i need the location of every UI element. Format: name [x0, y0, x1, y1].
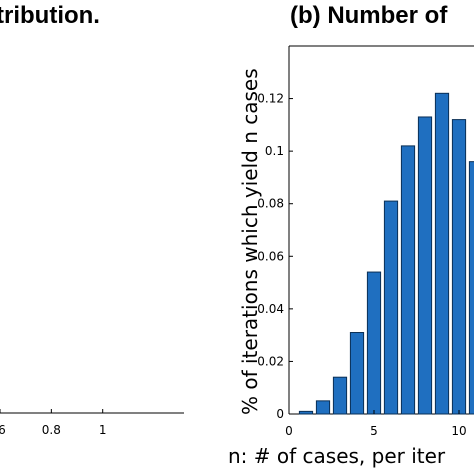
- bar: [434, 92, 450, 415]
- y-tick-label: 0.04: [257, 302, 284, 316]
- right-panel-title: (b) Number of: [290, 2, 448, 29]
- bar: [366, 271, 382, 415]
- right-chart: 0 0.02 0.04 0.06 0.08 0.1 0.12 0 5 10: [257, 45, 474, 438]
- left-x-tick-label: 0.8: [42, 423, 61, 437]
- bar: [349, 332, 365, 415]
- y-tick-label: 0.02: [257, 354, 284, 368]
- left-panel-title: tribution.: [0, 2, 100, 29]
- bar: [451, 119, 467, 415]
- x-tick-label: 5: [370, 424, 378, 438]
- y-axis-label: % of iterations which yield n cases: [238, 68, 262, 415]
- bar: [332, 376, 348, 415]
- bar: [315, 400, 331, 415]
- bar: [417, 116, 433, 415]
- x-tick-label: 0: [285, 424, 293, 438]
- left-x-tick-label: .6: [0, 423, 6, 437]
- bar: [400, 145, 416, 415]
- y-tick-label: 0.12: [257, 92, 284, 106]
- y-tick-label: 0.08: [257, 197, 284, 211]
- bar: [468, 161, 474, 415]
- y-tick-label: 0: [276, 407, 284, 421]
- y-tick-label: 0.1: [265, 144, 284, 158]
- left-chart: .6 0.8 1: [0, 409, 184, 437]
- x-axis-label: n: # of cases, per iter: [228, 444, 446, 468]
- bar: [383, 200, 399, 415]
- y-tick-label: 0.06: [257, 249, 284, 263]
- bar: [298, 410, 314, 415]
- left-x-tick-label: 1: [99, 423, 107, 437]
- x-tick-label: 10: [451, 424, 466, 438]
